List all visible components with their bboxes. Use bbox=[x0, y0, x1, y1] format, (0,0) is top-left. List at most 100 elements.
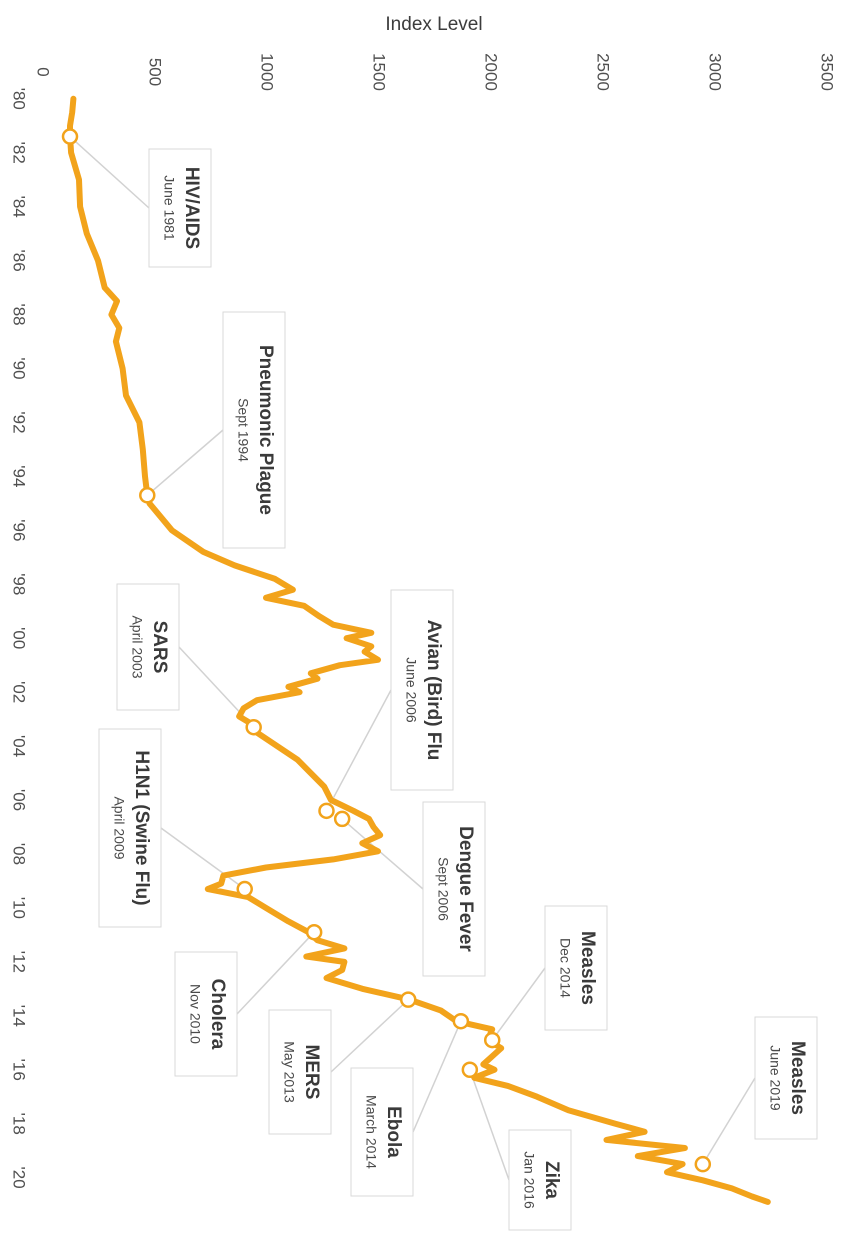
y-tick-label: 2000 bbox=[482, 53, 501, 91]
event-marker bbox=[236, 880, 253, 898]
y-tick-label: 3000 bbox=[706, 53, 725, 91]
event-date: Nov 2010 bbox=[187, 984, 203, 1044]
annotation-leader bbox=[330, 999, 409, 1073]
x-tick-label: '02 bbox=[10, 681, 29, 703]
event-marker bbox=[399, 991, 417, 1008]
x-tick-label: '20 bbox=[10, 1167, 29, 1189]
y-tick-label: 3500 bbox=[818, 53, 837, 91]
series-line bbox=[67, 95, 771, 1205]
callout-box bbox=[98, 728, 162, 928]
annotation-leader bbox=[160, 827, 246, 890]
event-date: Sept 1994 bbox=[235, 398, 251, 462]
x-tick-label: '86 bbox=[10, 250, 29, 272]
event-marker bbox=[245, 718, 262, 736]
callout-box bbox=[350, 1067, 414, 1197]
event-marker bbox=[139, 487, 156, 504]
x-tick-label: '90 bbox=[10, 357, 29, 379]
x-tick-label: '18 bbox=[10, 1113, 29, 1135]
callout-box bbox=[508, 1129, 572, 1231]
annotation-leaders bbox=[69, 135, 756, 1181]
callout-box bbox=[222, 311, 286, 549]
event-name: H1N1 (Swine Flu) bbox=[131, 750, 152, 905]
event-name: Measles bbox=[577, 931, 598, 1005]
x-axis-ticks: '80 '82 '84 '86 '88 '90 '92 '94 '96 '98 '00 '02 '04 '… bbox=[10, 88, 29, 1189]
callout-box bbox=[268, 1009, 332, 1135]
annotation-leader bbox=[469, 1069, 510, 1181]
x-tick-label: '94 bbox=[10, 465, 29, 487]
event-date: June 1981 bbox=[161, 175, 177, 241]
event-name: Cholera bbox=[207, 979, 228, 1050]
y-tick-label: 500 bbox=[146, 58, 165, 86]
event-name: Zika bbox=[541, 1161, 562, 1199]
annotation-leader bbox=[412, 1020, 462, 1133]
x-tick-label: '98 bbox=[10, 573, 29, 595]
event-marker bbox=[318, 802, 335, 820]
callout-box bbox=[148, 148, 212, 268]
event-date: Sept 2006 bbox=[435, 857, 451, 921]
event-name: Measles bbox=[787, 1041, 808, 1115]
event-name: MERS bbox=[301, 1045, 322, 1100]
event-name: SARS bbox=[149, 621, 170, 674]
event-date: March 2014 bbox=[363, 1095, 379, 1169]
event-date: Dec 2014 bbox=[557, 938, 573, 998]
annotation-leader bbox=[69, 135, 150, 209]
event-date: June 2019 bbox=[767, 1045, 783, 1111]
x-tick-label: '92 bbox=[10, 411, 29, 433]
event-name: Pneumonic Plague bbox=[255, 345, 276, 515]
annotation-leader bbox=[491, 967, 546, 1041]
x-tick-label: '06 bbox=[10, 789, 29, 811]
y-tick-label: 1500 bbox=[370, 53, 389, 91]
y-tick-label: 0 bbox=[34, 67, 53, 76]
x-tick-label: '84 bbox=[10, 196, 29, 218]
x-tick-label: '10 bbox=[10, 897, 29, 919]
annotation-leader bbox=[702, 1077, 756, 1165]
y-tick-label: 2500 bbox=[594, 53, 613, 91]
annotation-leader bbox=[236, 931, 315, 1015]
event-marker bbox=[333, 810, 351, 828]
annotation-leader bbox=[146, 429, 224, 496]
x-tick-label: '12 bbox=[10, 951, 29, 973]
x-tick-label: '08 bbox=[10, 843, 29, 865]
event-marker bbox=[61, 128, 79, 145]
y-axis-label: Index Level bbox=[385, 14, 482, 35]
event-callout: H1N1 (Swine Flu)April 2009 bbox=[98, 728, 162, 928]
x-tick-label: '88 bbox=[10, 303, 29, 325]
x-tick-label: '96 bbox=[10, 519, 29, 541]
y-axis-ticks: 0 500 1000 1500 2000 2500 3000 3500 bbox=[34, 53, 837, 91]
event-date: May 2013 bbox=[281, 1041, 297, 1103]
x-tick-label: '16 bbox=[10, 1059, 29, 1081]
callout-box bbox=[174, 951, 238, 1077]
event-marker bbox=[461, 1061, 479, 1078]
annotation-leader bbox=[341, 818, 424, 890]
event-marker bbox=[452, 1012, 470, 1030]
callout-box bbox=[116, 583, 180, 711]
event-name: Dengue Fever bbox=[455, 826, 476, 952]
x-tick-label: '80 bbox=[10, 88, 29, 110]
x-tick-label: '14 bbox=[10, 1005, 29, 1027]
event-marker bbox=[483, 1031, 501, 1049]
x-tick-label: '00 bbox=[10, 627, 29, 649]
event-date: April 2009 bbox=[111, 796, 127, 859]
event-name: Ebola bbox=[383, 1106, 404, 1158]
annotation-leader bbox=[325, 689, 392, 812]
event-name: Avian (Bird) Flu bbox=[423, 620, 444, 761]
event-name: HIV/AIDS bbox=[181, 167, 202, 249]
event-date: June 2006 bbox=[403, 657, 419, 723]
event-date: April 2003 bbox=[129, 615, 145, 678]
callout-box bbox=[390, 589, 454, 791]
event-date: Jan 2016 bbox=[521, 1151, 537, 1209]
event-markers bbox=[61, 128, 712, 1173]
